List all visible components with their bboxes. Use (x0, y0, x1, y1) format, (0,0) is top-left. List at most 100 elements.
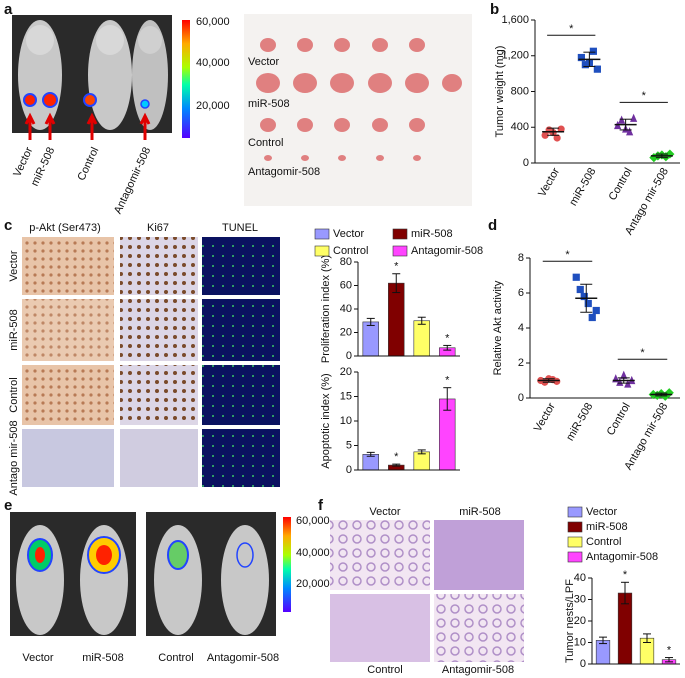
lung-images (330, 520, 524, 662)
panel-label: a (4, 1, 13, 18)
legend-swatch (314, 228, 330, 240)
x-tick-label: Vector (532, 401, 558, 434)
mouse-label: miR-508 (82, 652, 124, 664)
significance-label: * (565, 249, 570, 261)
data-point (557, 125, 565, 133)
y-tick-label: 1,600 (501, 14, 529, 26)
legend-label: Antagomir-508 (411, 245, 483, 257)
colorbar-label: 60,000 (296, 515, 330, 527)
mouse-label: Vector (11, 145, 35, 179)
column-header: Ki67 (147, 222, 169, 234)
y-tick-label: 20 (574, 615, 586, 627)
y-tick-label: 10 (340, 415, 352, 427)
y-axis-title: Proliferation index (%) (320, 255, 332, 363)
y-tick-label: 0 (580, 658, 586, 670)
legend-label: Vector (586, 506, 618, 518)
data-point (589, 47, 597, 55)
row-label: Vector (8, 250, 20, 282)
panel-label: b (490, 1, 499, 18)
imaging-images (10, 512, 291, 636)
data-point (616, 377, 624, 386)
data-point (541, 131, 549, 139)
data-point (584, 299, 592, 308)
legend-label: miR-508 (411, 228, 453, 240)
data-point (553, 377, 561, 385)
panel-label: f (318, 497, 324, 514)
legend-label: Control (333, 245, 368, 257)
row-label: Control (8, 377, 20, 412)
x-tick-label: miR-508 (564, 401, 595, 443)
y-tick-label: 4 (518, 322, 524, 334)
legend-label: Antagomir-508 (586, 551, 658, 563)
imaging-images (12, 14, 472, 206)
image-label: Antagomir-508 (442, 664, 514, 676)
legend-label: Control (586, 536, 621, 548)
y-tick-label: 0 (523, 157, 529, 169)
legend-swatch (567, 521, 583, 533)
panel-label: c (4, 217, 12, 234)
y-tick-label: 60 (340, 279, 352, 291)
significance-label: * (640, 347, 645, 359)
legend-swatch (314, 245, 330, 257)
y-tick-label: 30 (574, 593, 586, 605)
image-label: miR-508 (459, 506, 501, 518)
y-axis-title: Relative Akt activity (492, 280, 504, 375)
x-tick-label: Control (605, 401, 633, 438)
colorbar-label: 20,000 (296, 578, 330, 590)
legend-swatch (567, 536, 583, 548)
y-tick-label: 5 (346, 439, 352, 451)
panel-label: e (4, 497, 12, 514)
y-tick-label: 40 (574, 572, 586, 584)
mouse-label: Vector (22, 652, 54, 664)
legend-swatch (392, 228, 408, 240)
significance-label: * (445, 375, 450, 387)
y-tick-label: 0 (518, 392, 524, 404)
y-tick-label: 10 (574, 636, 586, 648)
colorbar-label: 60,000 (196, 16, 230, 28)
mouse-label: Control (75, 145, 101, 182)
data-point (580, 292, 588, 301)
legend-swatch (392, 245, 408, 257)
significance-label: * (394, 451, 399, 463)
y-tick-label: 8 (518, 252, 524, 264)
data-point (581, 61, 589, 69)
data-point (620, 370, 628, 379)
data-point (576, 285, 584, 294)
column-header: TUNEL (222, 222, 258, 234)
legend-label: miR-508 (586, 521, 628, 533)
y-tick-label: 400 (511, 121, 529, 133)
significance-label: * (445, 332, 450, 344)
row-label: miR-508 (8, 309, 20, 351)
y-axis-title: Tumor nests/LPF (564, 579, 576, 663)
legend-label: Vector (333, 228, 365, 240)
panel-label: d (488, 217, 497, 234)
data-point (630, 113, 638, 122)
data-point (592, 306, 600, 315)
mouse-label: Antagomir-508 (207, 652, 279, 664)
x-tick-label: Vector (536, 166, 562, 199)
colorbar-label: 20,000 (196, 100, 230, 112)
bar (413, 320, 430, 357)
y-tick-label: 1,200 (501, 50, 529, 62)
row-label: Antago mir-508 (8, 420, 20, 495)
legend-swatch (567, 506, 583, 518)
y-tick-label: 6 (518, 287, 524, 299)
column-header: p-Akt (Ser473) (29, 222, 101, 234)
data-point (577, 53, 585, 62)
y-tick-label: 0 (346, 464, 352, 476)
significance-label: * (642, 90, 647, 102)
data-point (553, 134, 561, 142)
bar (388, 282, 405, 357)
y-tick-label: 20 (340, 326, 352, 338)
significance-label: * (667, 644, 672, 656)
y-tick-label: 800 (511, 85, 529, 97)
y-tick-label: 0 (346, 350, 352, 362)
image-label: Control (367, 664, 402, 676)
significance-label: * (623, 569, 628, 581)
data-point (588, 313, 596, 322)
photo-label: Antagomir-508 (248, 166, 320, 178)
significance-label: * (394, 261, 399, 273)
photo-label: Control (248, 137, 283, 149)
legend-swatch (567, 551, 583, 563)
